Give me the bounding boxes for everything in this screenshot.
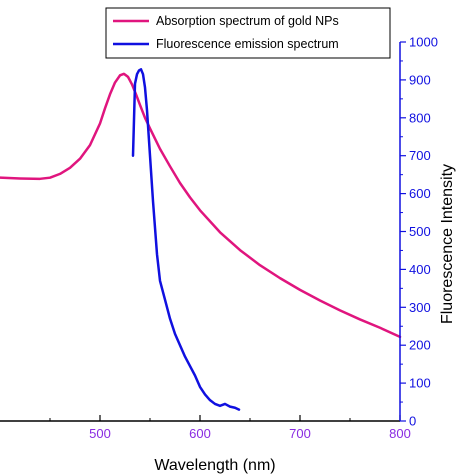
y2-tick-label-400: 400 (409, 262, 431, 277)
right-y-axis-title: Fluorescence Intensity (439, 164, 456, 324)
y2-tick-label-800: 800 (409, 110, 431, 125)
y2-tick-label-1000: 1000 (409, 35, 438, 50)
legend-label-absorption: Absorption spectrum of gold NPs (156, 14, 339, 28)
x-tick-label-500: 500 (89, 426, 111, 441)
x-tick-label-800: 800 (389, 426, 411, 441)
x-axis-title: Wavelength (nm) (154, 457, 275, 474)
y2-tick-label-600: 600 (409, 186, 431, 201)
y2-tick-label-0: 0 (409, 414, 416, 429)
y2-tick-label-300: 300 (409, 300, 431, 315)
legend-label-fluorescence: Fluorescence emission spectrum (156, 37, 339, 51)
legend-box (105, 7, 391, 59)
y2-tick-label-100: 100 (409, 376, 431, 391)
y2-tick-label-200: 200 (409, 338, 431, 353)
y2-tick-label-900: 900 (409, 72, 431, 87)
series-layer (0, 68, 402, 411)
x-tick-label-600: 600 (189, 426, 211, 441)
legend: Absorption spectrum of gold NPs Fluoresc… (105, 7, 391, 59)
axes-layer: 500 600 700 8000100200300400500600700800900… (49, 35, 438, 441)
series-line-fluorescence (131, 68, 241, 411)
y2-tick-label-700: 700 (409, 148, 431, 163)
x-tick-label-700: 700 (289, 426, 311, 441)
y2-tick-label-500: 500 (409, 224, 431, 239)
series-line-absorption (0, 72, 402, 339)
